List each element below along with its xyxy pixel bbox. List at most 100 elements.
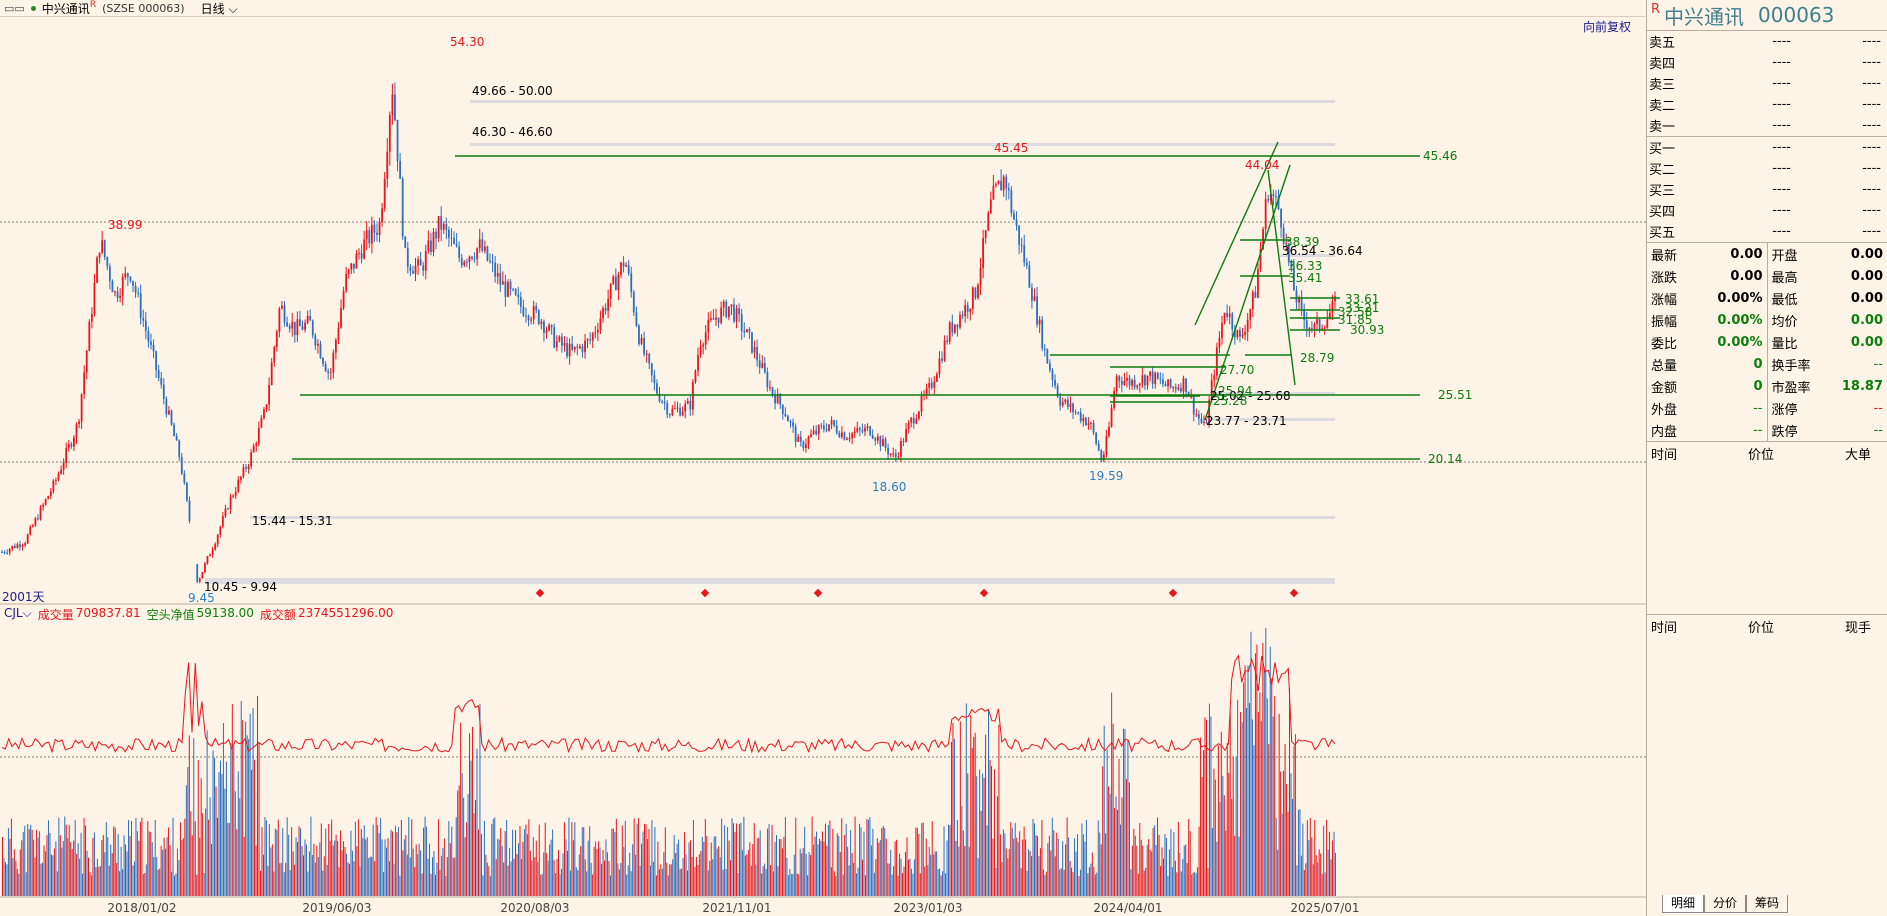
trades-list[interactable] — [1647, 464, 1887, 615]
candle-body — [304, 322, 306, 330]
volume-bar — [1071, 867, 1073, 896]
restore-toggle[interactable]: 向前复权 — [1583, 20, 1632, 34]
volume-bar — [949, 825, 951, 896]
volume-bar — [578, 854, 580, 896]
volume-bar — [878, 842, 880, 896]
volume-bar — [1207, 868, 1209, 896]
candle-body — [812, 430, 815, 435]
volume-bar — [168, 827, 170, 896]
candle-body — [471, 256, 473, 259]
volume-bar — [98, 866, 100, 896]
candle-body — [460, 257, 463, 266]
volume-bar — [1154, 825, 1156, 896]
volume-bar — [792, 873, 794, 896]
candle-body — [206, 556, 209, 564]
volume-bar — [466, 822, 468, 896]
candle-body — [1041, 319, 1044, 349]
volume-bar — [682, 858, 684, 896]
volume-bar — [36, 829, 38, 896]
volume-bar — [850, 829, 852, 896]
candle-body — [201, 572, 204, 579]
volume-bar — [245, 721, 247, 896]
volume-bar — [350, 830, 352, 896]
volume-bar — [480, 834, 482, 896]
window-icon[interactable]: ▭▭ — [4, 1, 25, 15]
orderbook-label: 买四 — [1649, 205, 1676, 220]
volume-bar — [860, 827, 862, 896]
volume-bar — [617, 863, 619, 896]
volume-bar — [781, 848, 783, 896]
volume-bar — [805, 853, 807, 896]
volume-ma-line — [1, 654, 1336, 754]
volume-bar — [1072, 872, 1074, 896]
tab-2[interactable]: 筹码 — [1746, 895, 1789, 913]
candle-body — [717, 317, 720, 323]
volume-bar — [1293, 745, 1295, 896]
volume-bar — [863, 831, 865, 896]
volume-bar — [998, 724, 1000, 896]
volume-bar — [1308, 840, 1310, 896]
volume-bar — [887, 863, 889, 896]
volume-bar — [208, 819, 210, 896]
candle-body — [1097, 443, 1100, 451]
candle-body — [794, 426, 797, 442]
volume-bar — [734, 831, 736, 896]
candle-body — [1074, 412, 1077, 414]
volume-bar — [391, 831, 393, 896]
volume-bar — [443, 838, 445, 896]
candle-body — [1313, 323, 1316, 329]
volume-bar — [629, 852, 631, 896]
volume-bar — [569, 870, 571, 896]
volume-bar — [965, 703, 967, 896]
volume-bar — [236, 829, 238, 896]
volume-bar — [1326, 819, 1328, 896]
quote-header: R 中兴通讯 000063 — [1647, 0, 1887, 31]
tab-1[interactable]: 分价 — [1704, 895, 1747, 913]
volume-bar — [706, 836, 708, 896]
candle-body — [157, 370, 160, 379]
volume-bar — [657, 841, 659, 896]
candle-body — [709, 318, 712, 321]
volume-bar — [918, 834, 920, 896]
candle-body — [437, 216, 440, 239]
volume-bar — [759, 830, 761, 896]
volume-bar — [568, 817, 570, 896]
volume-bar — [758, 837, 760, 896]
candle-body — [1033, 296, 1036, 301]
volume-bar — [415, 844, 417, 896]
volume-bar — [881, 828, 883, 896]
candle-body — [948, 322, 951, 342]
candle-body — [884, 439, 887, 448]
candle-body — [67, 443, 70, 448]
volume-bar — [967, 773, 969, 896]
volume-bar — [182, 838, 184, 896]
volume-bar — [575, 867, 577, 896]
candle-body — [440, 216, 443, 230]
quote-label: 外盘 — [1651, 402, 1678, 418]
volume-bar — [884, 828, 886, 896]
volume-bar — [326, 864, 328, 896]
volume-bar — [776, 835, 777, 896]
candle-body — [275, 331, 278, 347]
indicator-select[interactable]: CJL⌵ — [4, 606, 32, 620]
volume-bar — [184, 818, 186, 896]
volume-bar — [448, 821, 450, 896]
candle-body — [846, 438, 848, 440]
volume-bar — [856, 873, 858, 896]
column-header: 大单 — [1844, 447, 1871, 463]
candle-body — [1054, 379, 1056, 386]
volume-bar — [243, 836, 245, 896]
volume-bar — [252, 708, 254, 896]
volume-bar — [292, 851, 294, 896]
volume-bar — [1028, 849, 1030, 896]
period-select[interactable]: 日线 ⌵ — [201, 0, 238, 17]
candle-body — [306, 316, 309, 323]
candle-body — [1236, 329, 1239, 338]
tab-0[interactable]: 明细 — [1662, 895, 1705, 913]
volume-bar — [49, 832, 51, 896]
candle-body — [1295, 290, 1298, 303]
candle-body — [645, 353, 648, 355]
volume-bar — [1203, 750, 1205, 896]
volume-bar — [273, 871, 275, 896]
